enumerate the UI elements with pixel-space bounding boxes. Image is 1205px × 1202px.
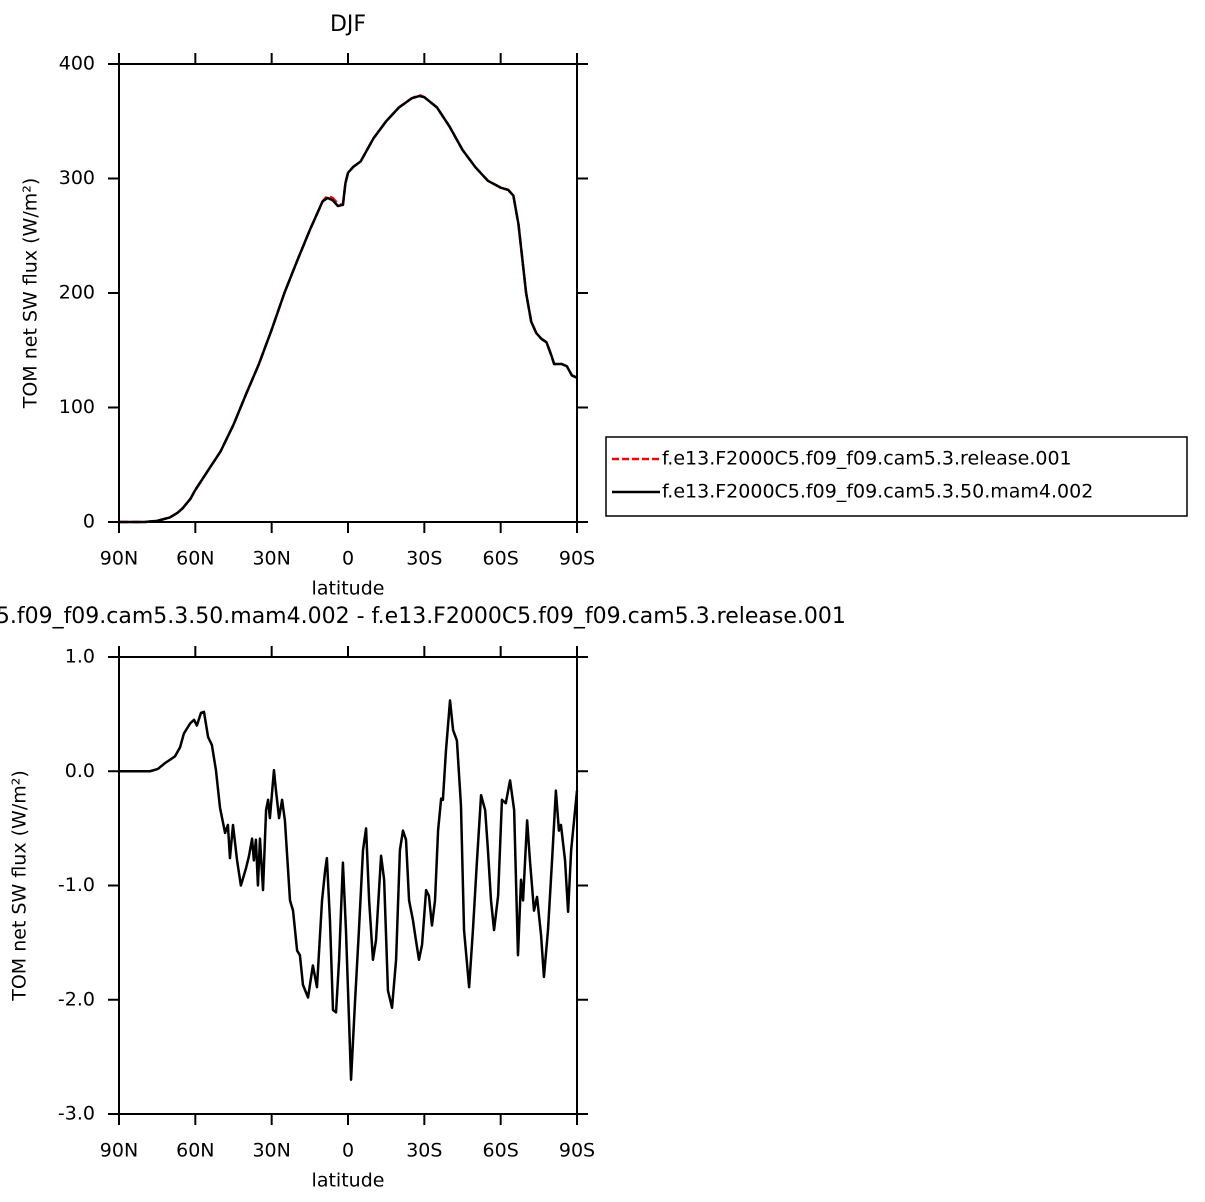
x-tick-label: 30N — [252, 548, 290, 570]
x-tick-label: 30S — [406, 1140, 442, 1162]
x-tick-label: 60N — [176, 1140, 214, 1162]
x-tick-label: 30N — [252, 1140, 290, 1162]
plot-border — [118, 63, 578, 523]
y-tick-label: -3.0 — [58, 1103, 95, 1125]
y-tick-label: -2.0 — [58, 988, 95, 1010]
y-axis-label: TOM net SW flux (W/m²) — [20, 178, 42, 410]
y-tick-label: 0 — [83, 511, 95, 533]
y-tick-label: 300 — [59, 167, 95, 189]
x-tick-label: 0 — [342, 1140, 354, 1162]
x-tick-label: 90S — [559, 548, 595, 570]
chart-title: f.e13.F2000C5.f09_f09.cam5.3.50.mam4.002… — [0, 604, 846, 629]
x-tick-label: 90S — [559, 1140, 595, 1162]
plot-border — [118, 656, 578, 1115]
legend-label: f.e13.F2000C5.f09_f09.cam5.3.50.mam4.002 — [662, 481, 1093, 503]
x-tick-label: 30S — [406, 548, 442, 570]
x-tick-label: 60N — [176, 548, 214, 570]
y-tick-label: 1.0 — [65, 646, 95, 668]
legend-label: f.e13.F2000C5.f09_f09.cam5.3.release.001 — [662, 448, 1072, 470]
y-tick-label: 200 — [59, 282, 95, 304]
y-tick-label: 400 — [59, 53, 95, 75]
x-tick-label: 60S — [483, 548, 519, 570]
x-tick-label: 90N — [100, 1140, 138, 1162]
x-axis-label: latitude — [312, 1170, 385, 1192]
x-tick-label: 0 — [342, 548, 354, 570]
data-line — [119, 93, 578, 524]
y-tick-label: 0.0 — [65, 760, 95, 782]
legend-box — [605, 436, 1188, 517]
x-tick-label: 60S — [483, 1140, 519, 1162]
x-tick-label: 90N — [100, 548, 138, 570]
data-line — [119, 699, 579, 1081]
data-line — [119, 94, 578, 524]
y-tick-label: 100 — [59, 396, 95, 418]
x-axis-label: latitude — [312, 578, 385, 600]
y-tick-label: -1.0 — [58, 874, 95, 896]
y-axis-label: TOM net SW flux (W/m²) — [9, 770, 31, 1002]
chart-title: DJF — [330, 12, 366, 37]
